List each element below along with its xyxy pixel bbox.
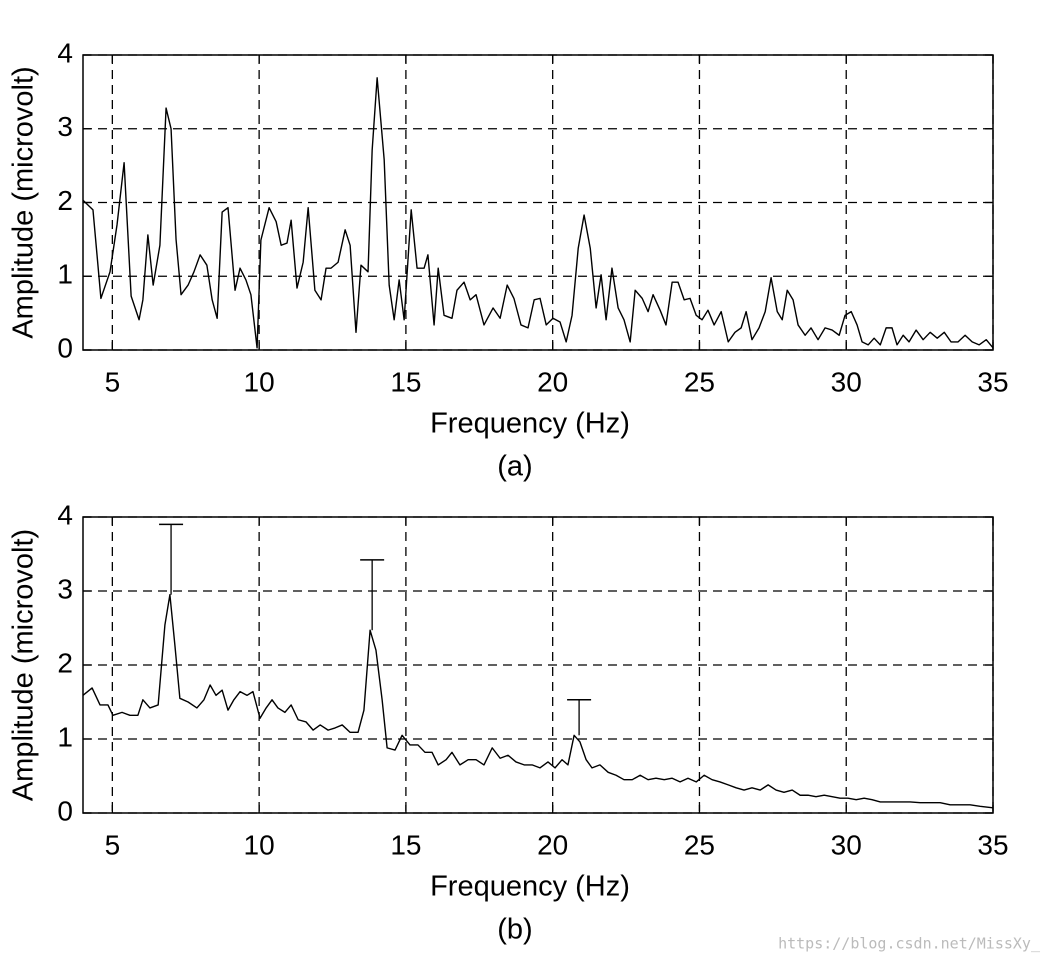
data-line [82, 594, 994, 809]
x-tick-label: 20 [537, 829, 568, 860]
x-tick-label: 25 [684, 366, 715, 397]
plot-frame [82, 54, 994, 351]
x-tick-label: 30 [831, 366, 862, 397]
x-tick-label: 30 [831, 829, 862, 860]
x-tick-label: 25 [684, 829, 715, 860]
x-tick-label: 15 [390, 829, 421, 860]
y-tick-label: 4 [57, 37, 73, 68]
x-tick-label: 5 [105, 829, 121, 860]
y-tick-label: 3 [57, 111, 73, 142]
x-tick-label: 15 [390, 366, 421, 397]
x-tick-label: 5 [105, 366, 121, 397]
y-tick-label: 0 [57, 332, 73, 363]
x-tick-label: 20 [537, 366, 568, 397]
y-axis-label: Amplitude (microvolt) [8, 66, 40, 338]
y-tick-label: 4 [57, 499, 73, 530]
watermark: https://blog.csdn.net/MissXy_ [778, 935, 1041, 953]
caption: (b) [497, 914, 532, 946]
x-tick-label: 35 [977, 829, 1008, 860]
data-line [82, 77, 994, 349]
x-axis-label: Frequency (Hz) [430, 871, 630, 903]
y-tick-label: 2 [57, 185, 73, 216]
x-tick-label: 35 [977, 366, 1008, 397]
x-tick-label: 10 [244, 366, 275, 397]
x-tick-label: 10 [244, 829, 275, 860]
y-tick-label: 0 [57, 795, 73, 826]
y-axis-label: Amplitude (microvolt) [8, 529, 40, 801]
y-tick-label: 1 [57, 259, 73, 290]
caption: (a) [497, 451, 532, 483]
x-axis-label: Frequency (Hz) [430, 408, 630, 440]
y-tick-label: 1 [57, 721, 73, 752]
plot-frame [82, 516, 994, 814]
y-tick-label: 3 [57, 573, 73, 604]
y-tick-label: 2 [57, 647, 73, 678]
